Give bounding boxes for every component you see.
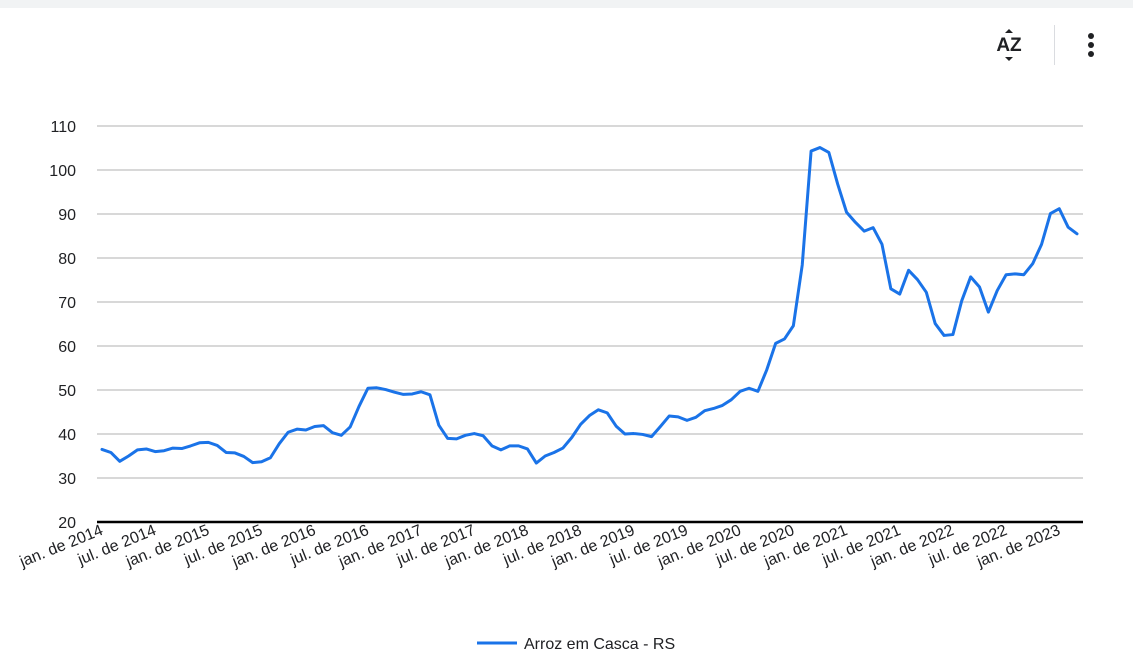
legend-label: Arroz em Casca - RS [524, 636, 675, 653]
sort-az-icon: AZ [996, 29, 1022, 61]
sort-az-button[interactable]: AZ [986, 22, 1032, 68]
y-tick-label: 20 [58, 515, 76, 532]
chart-toolbar: AZ [986, 22, 1103, 68]
y-tick-label: 50 [58, 383, 76, 400]
y-tick-label: 100 [49, 163, 76, 180]
y-tick-label: 70 [58, 295, 76, 312]
more-options-button[interactable] [1079, 22, 1103, 68]
toolbar-divider [1054, 25, 1055, 65]
more-vert-icon [1088, 33, 1094, 57]
y-tick-label: 40 [58, 427, 76, 444]
y-tick-label: 90 [58, 207, 76, 224]
y-tick-label: 80 [58, 251, 76, 268]
y-tick-label: 60 [58, 339, 76, 356]
top-divider [0, 0, 1133, 8]
sort-icon-label: AZ [996, 35, 1022, 56]
series-line [100, 146, 1079, 465]
series-group [100, 146, 1079, 465]
legend[interactable]: Arroz em Casca - RS [477, 636, 675, 653]
y-axis: 20 30 40 50 60 70 80 90 100 110 [49, 119, 76, 532]
gridlines [97, 125, 1083, 479]
y-tick-label: 30 [58, 471, 76, 488]
y-tick-label: 110 [50, 119, 76, 136]
